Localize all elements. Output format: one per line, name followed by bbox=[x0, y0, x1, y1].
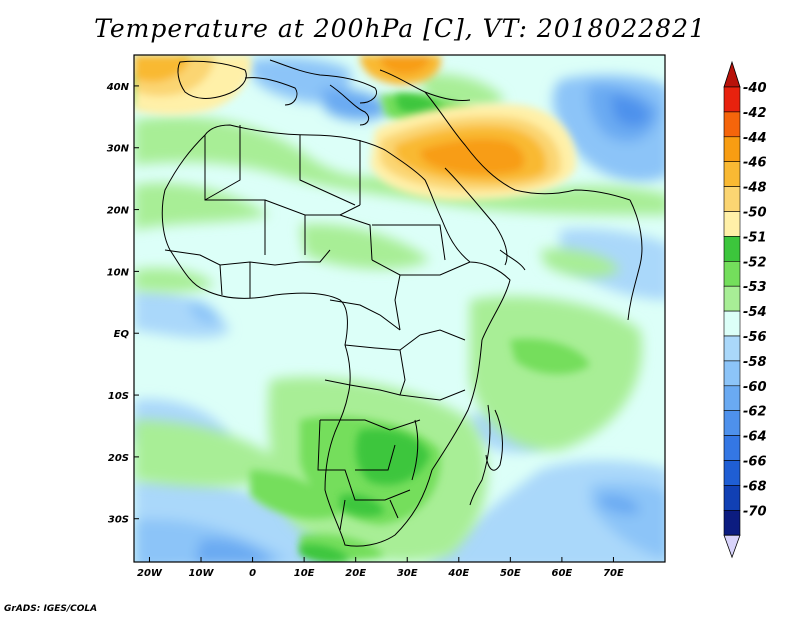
colorbar-label: -70 bbox=[743, 504, 767, 519]
colorbar-swatch bbox=[723, 260, 741, 287]
colorbar-swatch bbox=[723, 335, 741, 362]
colorbar-legend: -40 -42 -44 -46 -48 -50 -51 -52 -53 -54 -56 -58 -60 -… bbox=[723, 60, 767, 559]
colorbar-label: -52 bbox=[743, 255, 767, 270]
lon-tick-label: 10E bbox=[294, 568, 315, 579]
map-frame bbox=[133, 54, 666, 563]
colorbar-swatch bbox=[723, 285, 741, 312]
map-title: Temperature at 200hPa [C], VT: 201802282… bbox=[94, 14, 706, 43]
lon-tick-label: 60E bbox=[552, 568, 573, 579]
colorbar-label: -48 bbox=[743, 181, 767, 196]
colorbar-swatch bbox=[723, 136, 741, 163]
colorbar-swatch bbox=[723, 360, 741, 387]
colorbar-swatch bbox=[723, 236, 741, 262]
grads-credit: GrADS: IGES/COLA bbox=[4, 604, 98, 614]
lat-tick-label: 20S bbox=[108, 453, 129, 464]
lon-tick-label: 40E bbox=[447, 568, 469, 579]
colorbar-swatch bbox=[723, 435, 741, 461]
colorbar-label: -66 bbox=[743, 455, 767, 470]
colorbar-swatch bbox=[723, 211, 741, 237]
colorbar-label: -56 bbox=[743, 330, 767, 345]
colorbar-swatch bbox=[723, 509, 741, 536]
lat-tick-label: 10N bbox=[107, 267, 130, 278]
colorbar-label: -62 bbox=[743, 405, 767, 420]
lon-tick-label: 70E bbox=[603, 568, 624, 579]
colorbar-swatch bbox=[723, 485, 741, 511]
temperature-field bbox=[134, 55, 665, 562]
colorbar-label: -51 bbox=[743, 230, 767, 245]
colorbar-label: -58 bbox=[743, 355, 767, 370]
latitude-axis: 40N 30N 20N 10N EQ 10S 20S 30S bbox=[106, 82, 139, 526]
colorbar-label: -60 bbox=[743, 380, 767, 395]
colorbar-label: -40 bbox=[743, 81, 767, 96]
lon-tick-label: 30E bbox=[397, 568, 418, 579]
colorbar-swatch bbox=[723, 86, 741, 113]
colorbar-label: -54 bbox=[743, 305, 767, 320]
lat-tick-label: 10S bbox=[108, 391, 129, 402]
lat-tick-label: 20N bbox=[107, 206, 130, 217]
lon-tick-label: 20E bbox=[345, 568, 366, 579]
lat-tick-label: EQ bbox=[114, 329, 130, 340]
lon-tick-label: 0 bbox=[249, 568, 256, 579]
colorbar-label: -42 bbox=[743, 106, 767, 121]
lon-tick-label: 10W bbox=[189, 568, 215, 579]
colorbar-swatch bbox=[723, 385, 741, 411]
colorbar-swatch bbox=[723, 310, 741, 337]
lat-tick-label: 40N bbox=[106, 82, 130, 93]
lat-tick-label: 30S bbox=[108, 515, 129, 526]
colorbar-bottom-arrow bbox=[723, 534, 741, 559]
colorbar-label: -68 bbox=[743, 479, 767, 494]
colorbar-swatch bbox=[723, 111, 741, 138]
colorbar-label: -46 bbox=[743, 156, 767, 171]
country-borders bbox=[161, 59, 643, 547]
longitude-axis: 20W 10W 0 10E 20E 30E 40E 50E 60E 70E bbox=[137, 557, 624, 579]
colorbar-label: -64 bbox=[743, 430, 767, 445]
colorbar-swatch bbox=[723, 410, 741, 436]
colorbar-label: -44 bbox=[743, 131, 767, 146]
colorbar-swatch bbox=[723, 460, 741, 486]
colorbar-top-arrow bbox=[723, 60, 741, 88]
colorbar-swatch bbox=[723, 161, 741, 187]
colorbar-label: -53 bbox=[743, 280, 767, 295]
lon-tick-label: 20W bbox=[137, 568, 163, 579]
colorbar-swatch bbox=[723, 186, 741, 212]
lat-tick-label: 30N bbox=[107, 144, 130, 155]
lon-tick-label: 50E bbox=[500, 568, 521, 579]
colorbar-label: -50 bbox=[743, 206, 767, 221]
